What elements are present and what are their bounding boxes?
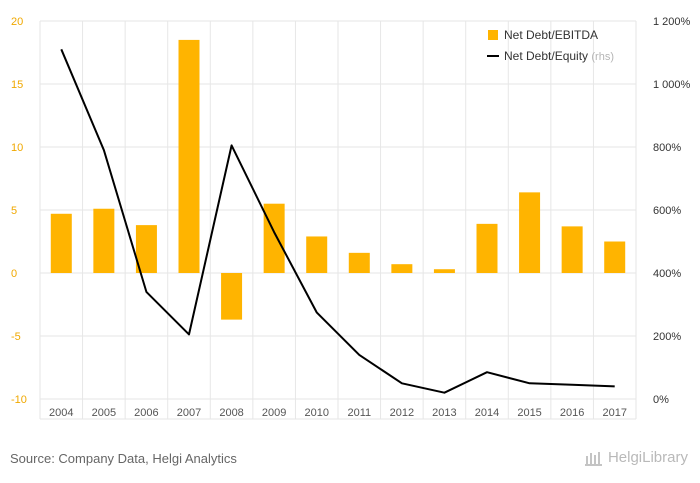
left-tick-label: 20: [11, 16, 23, 28]
bar: [50, 213, 72, 273]
right-tick-label: 800%: [653, 142, 681, 154]
right-tick-label: 400%: [653, 268, 681, 280]
bar: [135, 225, 157, 273]
x-tick-label: 2007: [177, 407, 201, 419]
line-path: [60, 48, 615, 394]
x-tick-label: 2015: [517, 407, 541, 419]
library-icon: [584, 451, 602, 466]
legend-swatch-bar: [488, 30, 498, 40]
bar: [604, 241, 626, 273]
x-tick-label: 2017: [602, 407, 626, 419]
left-tick-label: 15: [11, 79, 23, 91]
x-tick-label: 2011: [347, 407, 371, 419]
legend-label-line: Net Debt/Equity (rhs): [504, 49, 614, 63]
left-tick-label: -10: [11, 394, 27, 406]
x-tick-label: 2009: [262, 407, 286, 419]
x-tick-label: 2005: [92, 407, 116, 419]
source-note: Source: Company Data, Helgi Analytics: [10, 451, 237, 466]
bar: [306, 236, 328, 273]
line-series: [60, 48, 615, 394]
right-tick-label: 600%: [653, 205, 681, 217]
legend: Net Debt/EBITDA Net Debt/Equity (rhs): [487, 28, 614, 63]
bar: [178, 39, 200, 274]
right-tick-label: 0%: [653, 394, 669, 406]
bar: [561, 226, 583, 273]
bar: [348, 252, 370, 273]
chart: 20 1 200% 15 1 000% 10 800% 5 600% 0 400% -5 200% -1…: [11, 16, 691, 420]
x-tick-label: 2014: [475, 407, 499, 419]
right-tick-label: 200%: [653, 331, 681, 343]
right-tick-label: 1 000%: [653, 79, 691, 91]
bar: [391, 264, 413, 273]
bar: [221, 273, 243, 320]
bar: [476, 223, 498, 273]
x-tick-label: 2010: [304, 407, 328, 419]
right-tick-label: 1 200%: [653, 16, 691, 28]
x-tick-label: 2004: [49, 407, 73, 419]
left-tick-label: 0: [11, 268, 17, 280]
logo-text: HelgiLibrary: [607, 449, 688, 466]
helgi-library-logo[interactable]: HelgiLibrary: [584, 449, 688, 466]
x-tick-label: 2008: [219, 407, 243, 419]
legend-label-bar: Net Debt/EBITDA: [504, 28, 598, 42]
gridlines: [39, 20, 637, 420]
x-tick-label: 2016: [560, 407, 584, 419]
bar-series: [50, 39, 626, 320]
x-tick-label: 2012: [390, 407, 414, 419]
x-tick-label: 2006: [134, 407, 158, 419]
bar: [263, 203, 285, 273]
bar: [433, 269, 455, 273]
bar: [519, 192, 541, 273]
legend-suffix: (rhs): [591, 51, 614, 63]
x-tick-label: 2013: [432, 407, 456, 419]
axes: 20 1 200% 15 1 000% 10 800% 5 600% 0 400% -5 200% -1…: [11, 16, 691, 419]
left-tick-label: 10: [11, 142, 23, 154]
bar: [93, 208, 115, 273]
left-tick-label: 5: [11, 205, 17, 217]
left-tick-label: -5: [11, 331, 21, 343]
